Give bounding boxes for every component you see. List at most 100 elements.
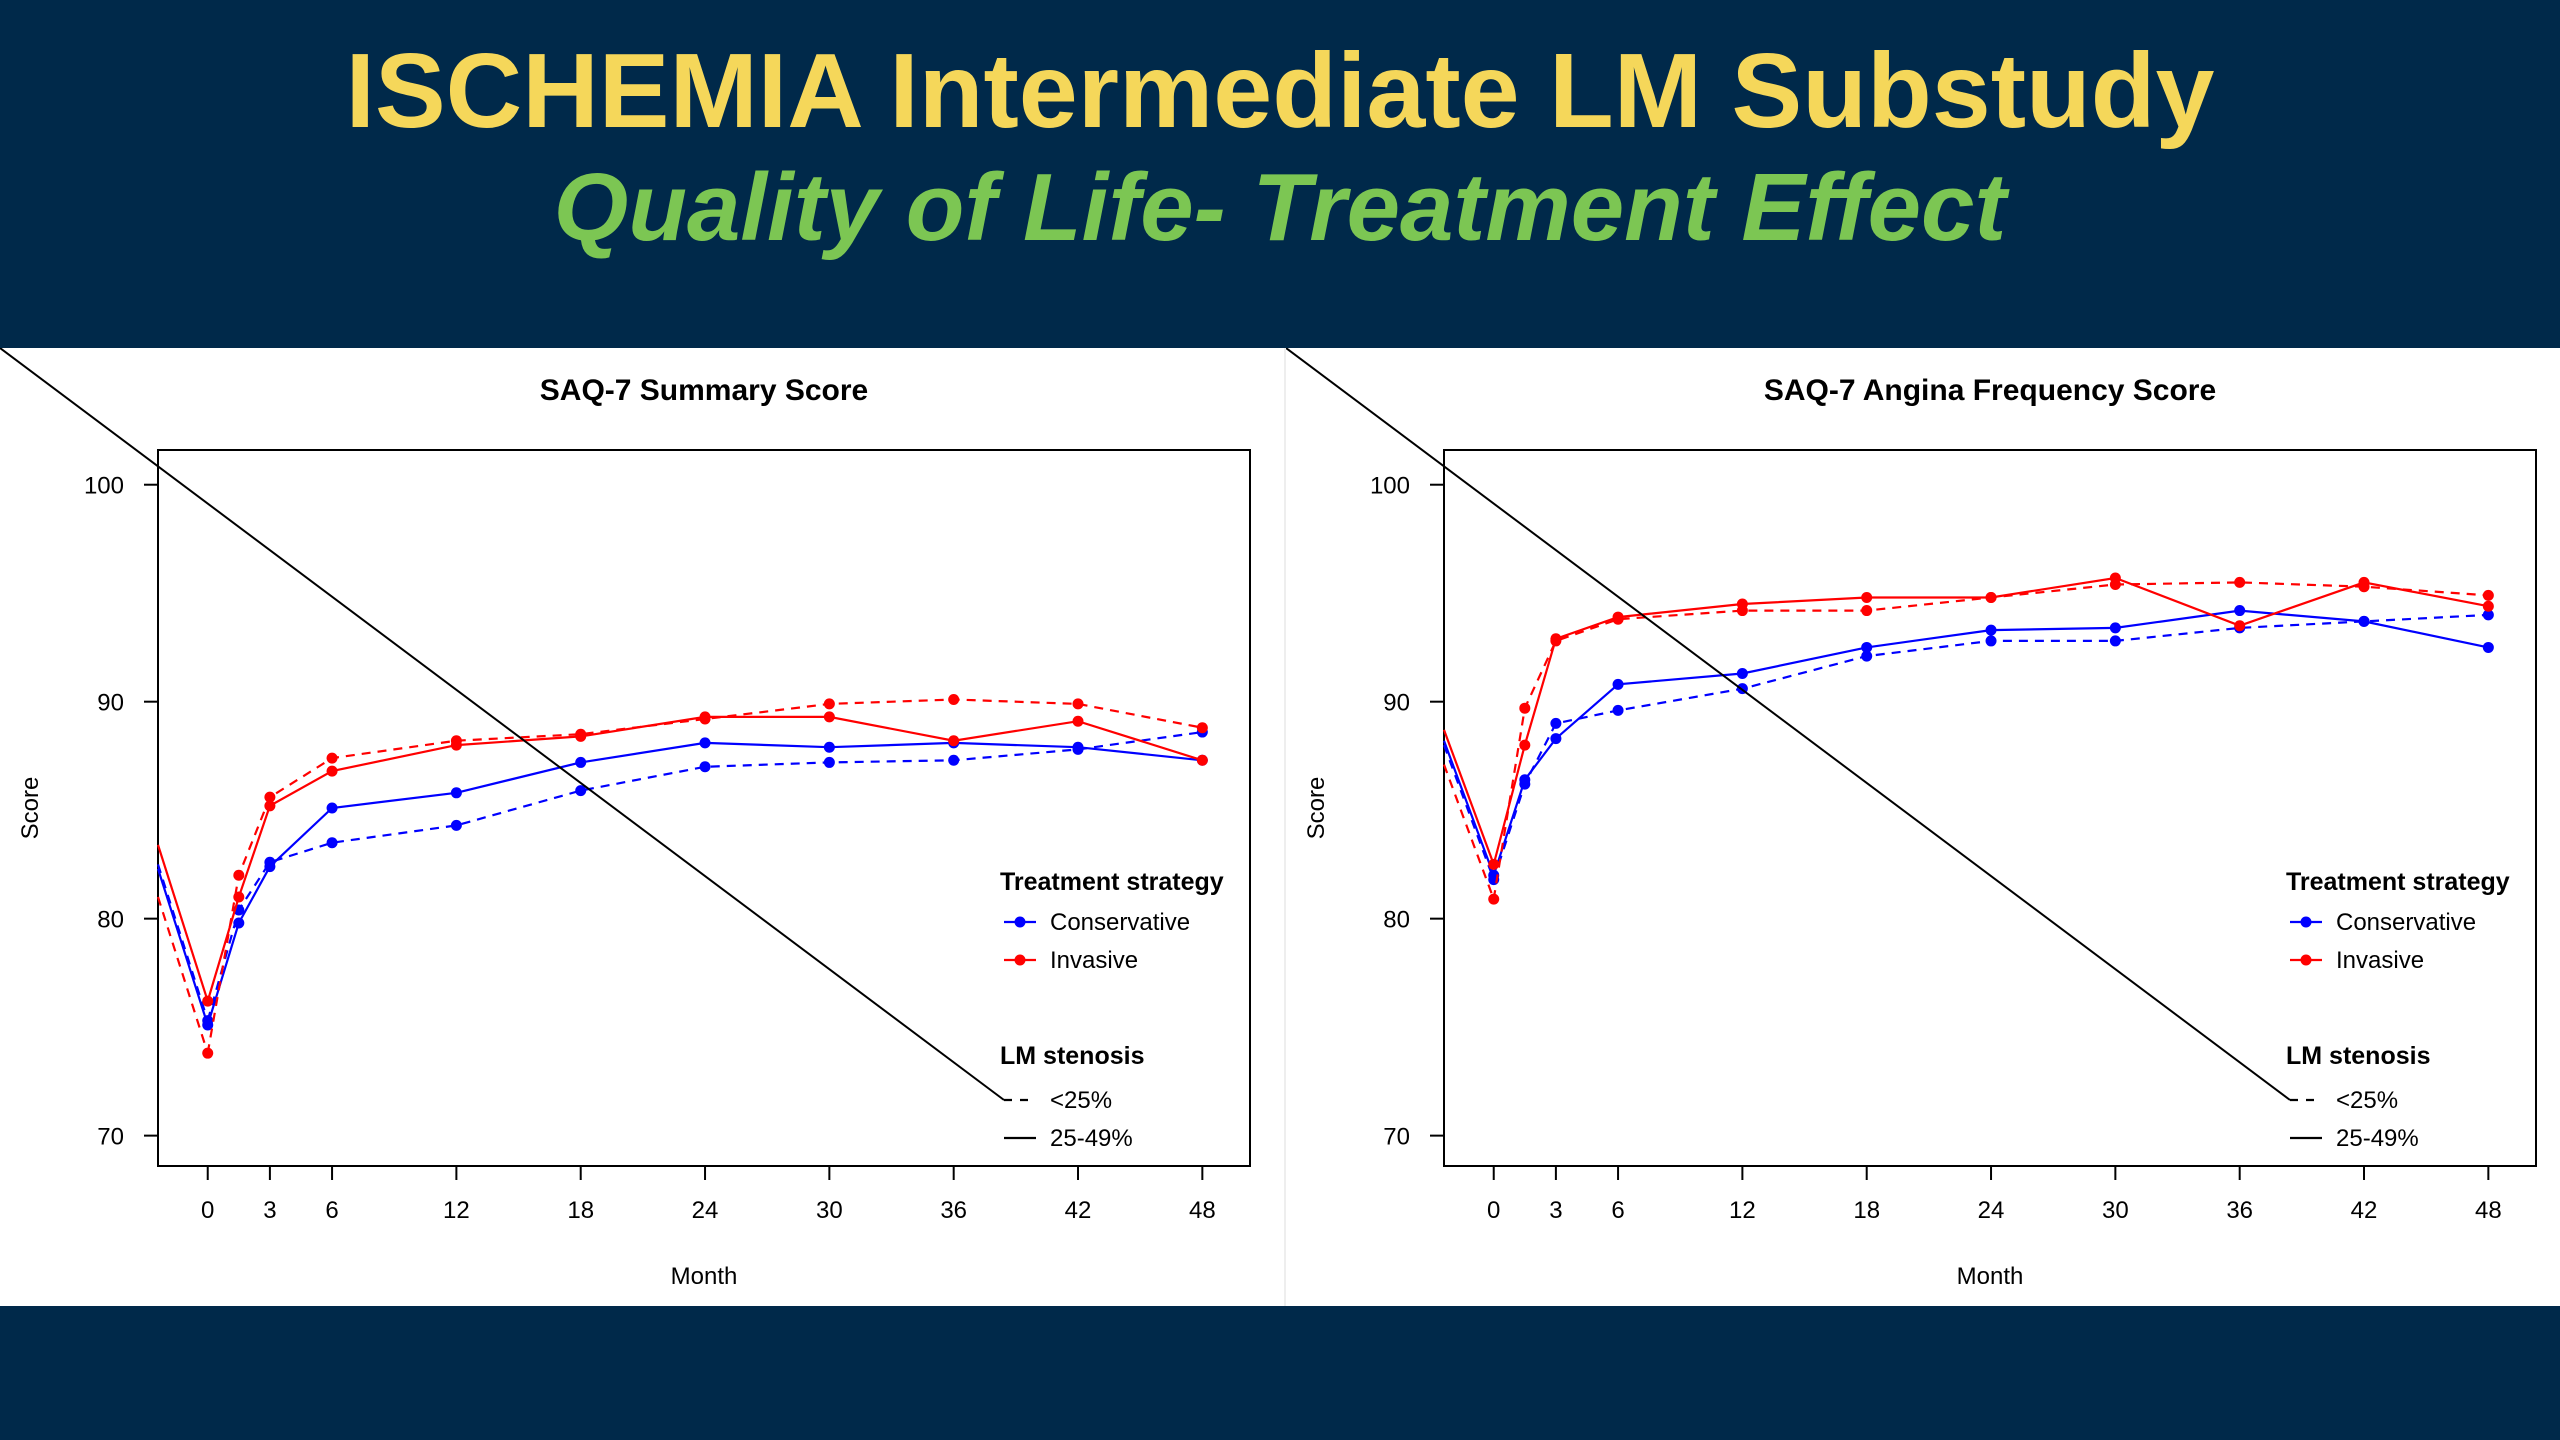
data-point [699, 761, 711, 773]
data-point [1519, 739, 1531, 751]
data-point [1072, 743, 1084, 755]
series-lead-line [1442, 744, 1495, 880]
y-axis-label: Score [1303, 777, 1330, 840]
x-tick-label: 24 [1978, 1197, 2005, 1224]
y-tick-label: 70 [97, 1124, 124, 1151]
legend-item-label: 25-49% [1050, 1125, 1133, 1152]
data-point [1861, 592, 1873, 604]
data-point [1519, 778, 1531, 790]
series-lead-line [1442, 764, 1495, 900]
diagonal-annotation-line [1286, 348, 2291, 1101]
x-tick-label: 42 [1065, 1197, 1092, 1224]
data-point [823, 756, 835, 768]
legend-item-label: 25-49% [2336, 1125, 2419, 1152]
data-point [1985, 635, 1997, 647]
data-point [1488, 858, 1500, 870]
data-point [699, 713, 711, 725]
x-tick-label: 30 [816, 1197, 843, 1224]
data-point [1612, 613, 1624, 625]
data-point [264, 791, 276, 803]
y-tick-label: 80 [1383, 907, 1410, 934]
data-point [575, 756, 587, 768]
data-point [1550, 733, 1562, 745]
footer-banner [0, 1306, 2560, 1440]
data-point [326, 802, 338, 814]
plot-frame [157, 449, 1251, 1167]
data-point [2482, 609, 2494, 621]
series-line-invasive-25-49 [1492, 576, 2489, 865]
data-point [326, 752, 338, 764]
series-lead-line [1442, 740, 1495, 876]
y-axis-label: Score [17, 777, 44, 840]
data-point [1550, 717, 1562, 729]
data-point [1196, 722, 1208, 734]
legend-item-label: <25% [1050, 1087, 1112, 1114]
x-tick-label: 6 [325, 1197, 338, 1224]
x-tick-label: 48 [2475, 1197, 2502, 1224]
legend-item-label: <25% [2336, 1087, 2398, 1114]
x-tick-label: 18 [1853, 1197, 1880, 1224]
data-point [1550, 635, 1562, 647]
chart-title: SAQ-7 Summary Score [540, 374, 868, 407]
x-tick-label: 6 [1611, 1197, 1624, 1224]
series-line-conservative-lt25 [206, 731, 1203, 1021]
plot-frame [1443, 449, 2537, 1167]
data-point [326, 837, 338, 849]
legend-item-label: Conservative [2336, 909, 2476, 936]
data-point [1985, 592, 1997, 604]
data-point [1072, 698, 1084, 710]
x-tick-label: 30 [2102, 1197, 2129, 1224]
series-lead-line [156, 868, 209, 1026]
panel-divider [1284, 348, 1286, 1306]
x-axis-label: Month [1957, 1263, 2024, 1290]
data-point [233, 869, 245, 881]
data-point [1861, 650, 1873, 662]
legend-stenosis-title: LM stenosis [1000, 1042, 1144, 1070]
data-point [2109, 579, 2121, 591]
data-point [1196, 754, 1208, 766]
legend-marker-invasive [1014, 954, 1026, 966]
data-point [699, 737, 711, 749]
data-point [1072, 715, 1084, 727]
chart-panel-angina-frequency: SAQ-7 Angina Frequency Score 70 80 90 100 0 3 6… [1286, 348, 2560, 1306]
data-point [2109, 635, 2121, 647]
data-point [948, 754, 960, 766]
series-lead-line [156, 864, 209, 1021]
chart-panel-summary: SAQ-7 Summary Score 70 80 90 100 0 3 6 12 18 24 30 3… [0, 348, 1284, 1306]
data-point [2482, 600, 2494, 612]
y-tick-label: 70 [1383, 1124, 1410, 1151]
y-tick-label: 100 [1370, 473, 1410, 500]
series-line-conservative-lt25 [1492, 613, 2489, 880]
data-point [1519, 702, 1531, 714]
legend-item-label: Invasive [2336, 947, 2424, 974]
data-point [823, 711, 835, 723]
x-tick-label: 12 [443, 1197, 470, 1224]
data-point [575, 728, 587, 740]
data-point [1488, 893, 1500, 905]
x-tick-label: 18 [567, 1197, 594, 1224]
x-tick-label: 42 [2351, 1197, 2378, 1224]
x-tick-label: 0 [1487, 1197, 1500, 1224]
data-point [2234, 605, 2246, 617]
series-lead-line [1442, 729, 1495, 865]
data-point [450, 819, 462, 831]
legend-strategy-title: Treatment strategy [1000, 868, 1224, 896]
data-point [2109, 622, 2121, 634]
data-point [823, 741, 835, 753]
x-tick-label: 3 [263, 1197, 276, 1224]
data-point [2358, 615, 2370, 627]
y-tick-label: 100 [84, 473, 124, 500]
legend-item-label: Conservative [1050, 909, 1190, 936]
data-point [1736, 667, 1748, 679]
data-point [202, 995, 214, 1007]
legend-marker-conservative [2300, 916, 2312, 928]
x-tick-label: 48 [1189, 1197, 1216, 1224]
data-point [450, 735, 462, 747]
data-point [948, 735, 960, 747]
data-point [1861, 605, 1873, 617]
page-title: ISCHEMIA Intermediate LM Substudy [345, 32, 2215, 150]
x-tick-label: 3 [1549, 1197, 1562, 1224]
x-tick-label: 0 [201, 1197, 214, 1224]
x-tick-label: 36 [940, 1197, 967, 1224]
data-point [1612, 704, 1624, 716]
